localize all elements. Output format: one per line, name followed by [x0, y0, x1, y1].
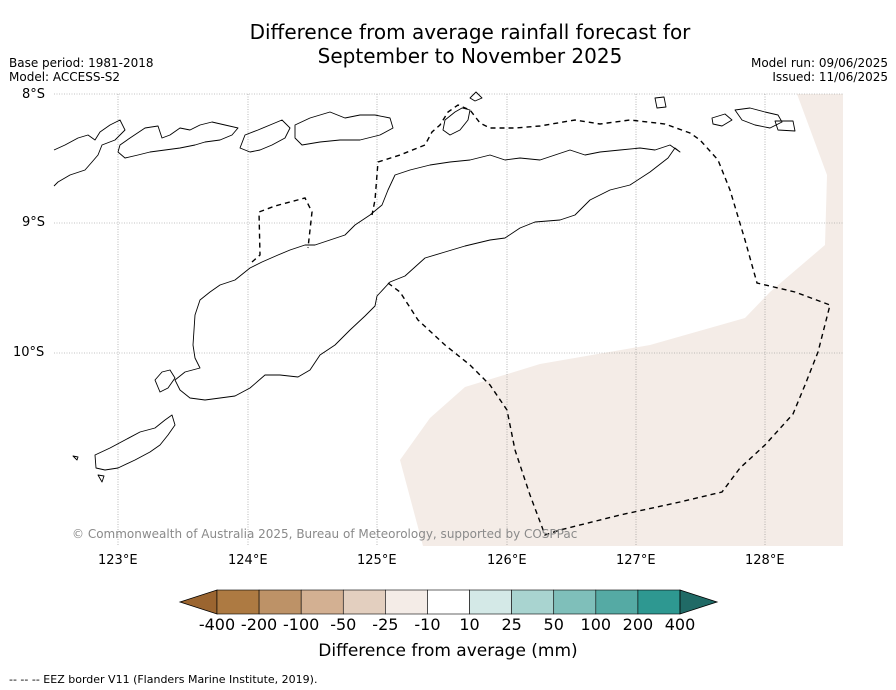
meta-left: Base period: 1981-2018 Model: ACCESS-S2	[9, 56, 154, 84]
coast-timor	[174, 144, 681, 401]
colorbar-extend-low	[178, 589, 218, 615]
lat-label-9s: 9°S	[22, 215, 46, 230]
coast-north-islands-1	[53, 119, 126, 187]
colorbar-tick-label: 400	[664, 615, 696, 634]
colorbar-tick-label: -100	[283, 615, 320, 634]
colorbar-box-0	[216, 589, 260, 615]
colorbar-box-2	[300, 589, 344, 615]
colorbar-tick-label: -25	[372, 615, 399, 634]
colorbar-box-7	[511, 589, 555, 615]
coast-north-islands-3	[239, 119, 291, 153]
colorbar-tick-label: 25	[501, 615, 522, 634]
colorbar-box-4	[385, 589, 428, 615]
colorbar-tick-label: 50	[543, 615, 564, 634]
coast-islet-1	[654, 96, 667, 109]
colorbar-box-8	[553, 589, 597, 615]
colorbar-tick-label: 10	[459, 615, 480, 634]
coast-islet-7	[72, 455, 79, 461]
model-name: Model: ACCESS-S2	[9, 70, 121, 84]
colorbar-label: Difference from average (mm)	[318, 641, 578, 661]
lat-label-10s: 10°S	[13, 345, 45, 360]
coastlines	[53, 91, 796, 483]
colorbar-box-1	[258, 589, 302, 615]
footnote: -- -- -- EEZ border V11 (Flanders Marine…	[9, 673, 318, 686]
colorbar-tick-label: -50	[330, 615, 357, 634]
lat-label-8s: 8°S	[22, 87, 46, 102]
coast-sawu	[94, 414, 176, 471]
coast-north-islands-2	[117, 121, 239, 159]
coast-islet-3	[711, 113, 733, 127]
base-period: Base period: 1981-2018	[9, 56, 154, 70]
colorbar-box-10	[637, 589, 681, 615]
colorbar-tick-label: -10	[414, 615, 441, 634]
lon-label-125e: 125°E	[357, 553, 397, 568]
copyright-notice: © Commonwealth of Australia 2025, Bureau…	[72, 527, 578, 541]
coast-rote	[154, 369, 176, 393]
title-line-1: Difference from average rainfall forecas…	[249, 20, 691, 44]
colorbar-ticks: -400 -200 -100 -50 -25 -10 10 25 50 100 200 400	[0, 615, 896, 635]
meta-right: Model run: 09/06/2025 Issued: 11/06/2025	[751, 56, 888, 84]
colorbar-tick-label: -400	[198, 615, 236, 634]
shaded-region	[400, 94, 843, 546]
coast-islet-5	[469, 91, 483, 102]
eez-line-oecusse	[251, 197, 313, 263]
colorbar-tick-label: 200	[622, 615, 654, 634]
colorbar-tick-label: -200	[240, 615, 278, 634]
colorbar-extend-high	[679, 589, 719, 615]
lon-label-127e: 127°E	[616, 553, 656, 568]
lon-label-123e: 123°E	[98, 553, 138, 568]
lon-label-128e: 128°E	[745, 553, 785, 568]
coast-alor	[294, 111, 394, 146]
map-title: Difference from average rainfall forecas…	[0, 20, 896, 68]
colorbar-box-5	[427, 589, 470, 615]
colorbar-box-9	[595, 589, 639, 615]
coast-islet-4	[774, 120, 796, 132]
coast-islet-2	[734, 107, 783, 129]
colorbar-box-6	[469, 589, 512, 615]
coast-wetar	[442, 107, 471, 136]
title-line-2: September to November 2025	[317, 44, 623, 68]
eez-border	[251, 104, 831, 536]
eez-line-main	[371, 104, 831, 536]
coast-islet-6	[97, 474, 105, 483]
model-run: Model run: 09/06/2025	[750, 56, 888, 70]
colorbar-tick-label: 100	[580, 615, 612, 634]
lon-label-124e: 124°E	[228, 553, 268, 568]
issued-date: Issued: 11/06/2025	[772, 70, 888, 84]
lon-label-126e: 126°E	[487, 553, 527, 568]
colorbar-box-3	[342, 589, 386, 615]
